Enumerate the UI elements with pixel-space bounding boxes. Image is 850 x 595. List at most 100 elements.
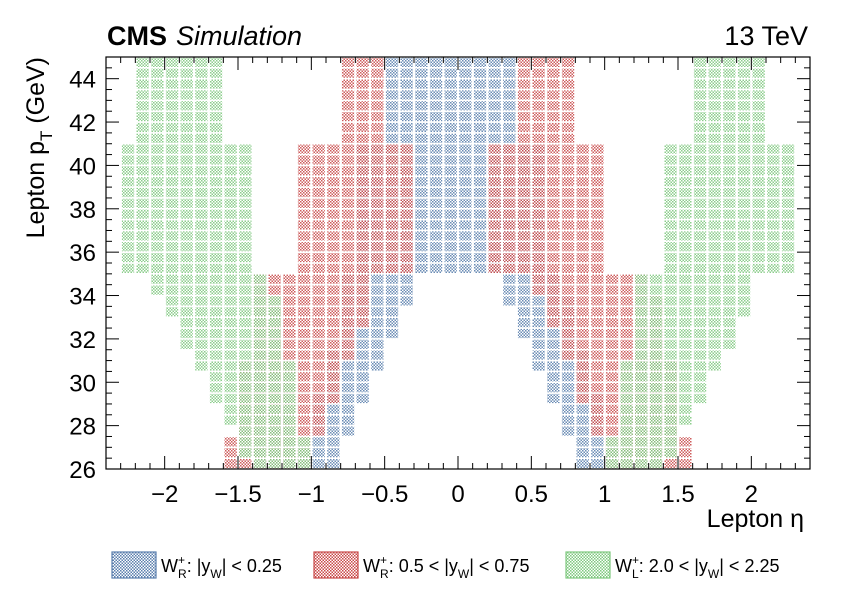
heatmap-cell-red <box>356 220 369 230</box>
heatmap-cell-green <box>664 318 677 328</box>
heatmap-cell-blue <box>429 220 443 230</box>
heatmap-cell-red <box>327 307 340 317</box>
heatmap-cell-green <box>605 459 619 469</box>
heatmap-cell-green <box>209 339 223 349</box>
heatmap-cell-green <box>708 166 721 176</box>
heatmap-cell-red <box>620 307 633 317</box>
heatmap-cell-red <box>605 339 619 349</box>
heatmap-cell-blue <box>503 122 516 133</box>
heatmap-cell-green <box>620 448 633 458</box>
heatmap-cell-blue <box>532 361 545 371</box>
heatmap-cell-green <box>136 122 149 133</box>
heatmap-cell-green <box>121 209 135 219</box>
heatmap-cell-red <box>312 144 325 154</box>
heatmap-cell-blue <box>488 112 501 122</box>
heatmap-cell-green <box>737 112 751 122</box>
y-tick-label: 42 <box>69 110 96 137</box>
heatmap-cell-red <box>312 383 325 393</box>
heatmap-cell-red <box>561 328 575 339</box>
heatmap-cell-red <box>503 263 516 273</box>
heatmap-cell-red <box>547 253 560 263</box>
heatmap-cell-green <box>224 198 237 208</box>
heatmap-cell-green <box>268 426 281 436</box>
heatmap-cell-red <box>591 253 604 263</box>
heatmap-cell-green <box>693 122 707 133</box>
heatmap-cell-blue <box>429 253 443 263</box>
heatmap-cell-green <box>239 166 252 176</box>
heatmap-cell-green <box>165 166 179 176</box>
heatmap-cell-blue <box>459 68 472 78</box>
heatmap-cell-green <box>224 242 237 252</box>
heatmap-cell-blue <box>385 101 399 111</box>
heatmap-cell-green <box>151 231 164 241</box>
heatmap-cell-green <box>239 307 252 317</box>
heatmap-cell-green <box>752 177 765 187</box>
heatmap-cell-green <box>165 242 179 252</box>
heatmap-cell-blue <box>473 57 487 67</box>
heatmap-cell-red <box>605 307 619 317</box>
heatmap-cell-green <box>693 187 707 198</box>
heatmap-cell-blue <box>473 253 487 263</box>
heatmap-cell-green <box>136 68 149 78</box>
heatmap-cell-green <box>209 372 223 382</box>
heatmap-cell-green <box>767 166 780 176</box>
heatmap-cell-green <box>268 383 281 393</box>
heatmap-cell-red <box>341 307 355 317</box>
heatmap-cell-blue <box>341 393 355 404</box>
heatmap-cell-green <box>165 187 179 198</box>
heatmap-cell-green <box>679 144 692 154</box>
energy-label: 13 TeV <box>724 21 808 51</box>
heatmap-cell-green <box>165 79 179 89</box>
heatmap-cell-blue <box>415 253 428 263</box>
heatmap-cell-red <box>297 415 311 425</box>
heatmap-cell-green <box>209 285 223 295</box>
heatmap-cell-green <box>195 198 208 208</box>
heatmap-cell-red <box>561 198 575 208</box>
y-tick-label: 26 <box>69 457 96 484</box>
heatmap-cell-red <box>547 122 560 133</box>
heatmap-cell-green <box>664 274 677 284</box>
heatmap-cell-blue <box>532 307 545 317</box>
heatmap-cell-red <box>576 209 589 219</box>
heatmap-cell-red <box>297 285 311 295</box>
heatmap-cell-blue <box>488 133 501 143</box>
heatmap-cell-green <box>180 187 193 198</box>
heatmap-cell-green <box>679 393 692 404</box>
heatmap-cell-blue <box>488 79 501 89</box>
heatmap-cell-red <box>385 231 399 241</box>
heatmap-cell-blue <box>576 404 589 414</box>
heatmap-cell-red <box>297 307 311 317</box>
heatmap-cell-green <box>209 68 223 78</box>
heatmap-cell-red <box>312 328 325 339</box>
heatmap-cell-red <box>591 166 604 176</box>
heatmap-cell-green <box>752 144 765 154</box>
heatmap-cell-green <box>283 393 296 404</box>
heatmap-cell-blue <box>561 404 575 414</box>
heatmap-cell-green <box>723 285 736 295</box>
heatmap-cell-green <box>151 101 164 111</box>
heatmap-cell-red <box>488 263 501 273</box>
heatmap-cell-green <box>679 155 692 165</box>
heatmap-cell-red <box>561 209 575 219</box>
heatmap-cell-blue <box>429 177 443 187</box>
heatmap-cell-green <box>253 415 267 425</box>
heatmap-cell-red <box>561 57 575 67</box>
heatmap-cell-green <box>165 220 179 230</box>
heatmap-cell-green <box>679 166 692 176</box>
heatmap-cell-green <box>649 350 663 360</box>
heatmap-cell-green <box>723 318 736 328</box>
heatmap-cell-green <box>693 177 707 187</box>
heatmap-cell-green <box>737 57 751 67</box>
heatmap-cell-blue <box>473 187 487 198</box>
heatmap-cell-green <box>121 177 135 187</box>
heatmap-cell-blue <box>415 209 428 219</box>
heatmap-cell-blue <box>503 57 516 67</box>
heatmap-cell-red <box>297 339 311 349</box>
heatmap-cell-blue <box>444 133 457 143</box>
heatmap-cell-green <box>781 166 795 176</box>
heatmap-cell-green <box>635 328 648 339</box>
heatmap-cell-green <box>693 318 707 328</box>
heatmap-cell-blue <box>561 383 575 393</box>
heatmap-cell-green <box>151 187 164 198</box>
heatmap-cell-green <box>136 242 149 252</box>
